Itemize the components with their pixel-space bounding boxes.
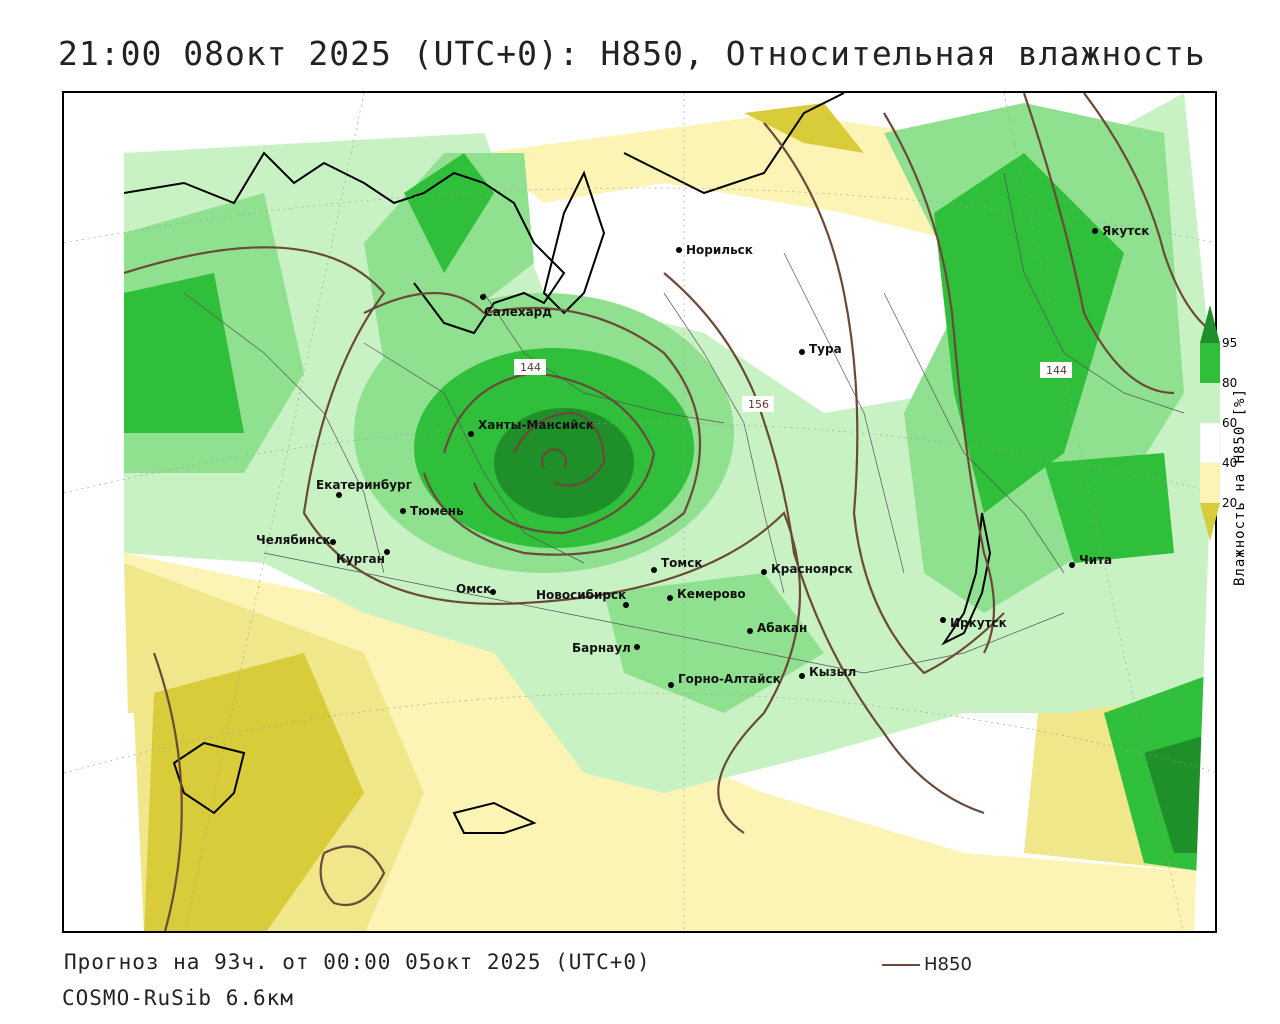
svg-text:Абакан: Абакан (757, 621, 807, 635)
wet-region-west (124, 273, 244, 433)
h850-isolines (123, 93, 1215, 931)
city-gorno-altaysk[interactable]: Горно-Алтайск (668, 672, 781, 688)
admin-boundaries (183, 172, 1185, 674)
isoline-label-box-3 (1040, 362, 1072, 378)
outside-domain-right (1184, 93, 1215, 931)
city-khanty-mansiysk[interactable]: Ханты-Мансийск (468, 418, 594, 437)
colorbar-band-20-40 (1200, 463, 1220, 503)
coastline-taimyr (623, 93, 845, 195)
colorbar-svg (1199, 305, 1221, 541)
outside-domain-left (64, 93, 124, 713)
svg-text:Якутск: Якутск (1102, 224, 1149, 238)
svg-text:Норильск: Норильск (686, 243, 753, 257)
svg-text:Новосибирск: Новосибирск (536, 588, 626, 602)
city-krasnoyarsk[interactable]: Красноярск (761, 562, 853, 576)
city-salekhard[interactable]: Салехард (480, 294, 552, 319)
wet-region-chita (1044, 453, 1174, 563)
svg-text:Ханты-Мансийск: Ханты-Мансийск (478, 418, 594, 432)
city-chita[interactable]: Чита (1069, 553, 1112, 568)
city-tomsk[interactable]: Томск (651, 556, 703, 573)
svg-text:Томск: Томск (661, 556, 703, 570)
isoline-label-144-west: 144 (520, 361, 541, 374)
colorbar-band-60-80 (1200, 383, 1220, 423)
city-chelyabinsk[interactable]: Челябинск (256, 533, 336, 547)
city-kurgan[interactable]: Курган (336, 549, 390, 566)
city-novosibirsk[interactable]: Новосибирск (536, 588, 629, 608)
city-tyumen[interactable]: Тюмень (400, 504, 464, 518)
svg-text:Кызыл: Кызыл (809, 665, 856, 679)
isoline-label-156: 156 (748, 398, 769, 411)
colorbar-arrow-bottom (1200, 503, 1220, 541)
isoline-label-144-east: 144 (1046, 364, 1067, 377)
colorbar-band-40-60 (1199, 422, 1221, 464)
svg-text:Салехард: Салехард (484, 305, 552, 319)
wet-region-ural (404, 153, 494, 273)
map-title: 21:00 08окт 2025 (UTC+0): H850, Относите… (58, 34, 1206, 73)
svg-text:Тюмень: Тюмень (410, 504, 464, 518)
coastline-kara (123, 151, 566, 335)
city-barnaul[interactable]: Барнаул (572, 641, 640, 655)
isoline-label-box-2 (742, 396, 774, 412)
svg-text:Екатеринбург: Екатеринбург (316, 478, 412, 492)
city-kemerovo[interactable]: Кемерово (667, 587, 746, 601)
city-norilsk[interactable]: Норильск (676, 243, 753, 257)
lake-south (452, 801, 537, 834)
svg-text:Курган: Курган (336, 552, 385, 566)
colorbar-label: Влажность на H850 [%] (1232, 387, 1248, 586)
city-yekaterinburg[interactable]: Екатеринбург (316, 478, 412, 498)
humidity-colorbar (1199, 305, 1221, 545)
very-dry-region-north (744, 103, 864, 153)
svg-text:Красноярск: Красноярск (771, 562, 853, 576)
lake-balkhash-area (172, 741, 246, 815)
city-yakutsk[interactable]: Якутск (1092, 224, 1149, 238)
h850-legend-line (882, 964, 920, 966)
colorbar-tick-80: 80 (1222, 376, 1238, 390)
outside-domain-bottomleft (64, 713, 144, 931)
colorbar-arrow-top (1200, 305, 1220, 343)
isoline-label-box-1 (514, 359, 546, 375)
city-tura[interactable]: Тура (799, 342, 842, 356)
colorbar-tick-95: 95 (1222, 336, 1238, 350)
city-kyzyl[interactable]: Кызыл (799, 665, 856, 679)
model-name: COSMO-RuSib 6.6км (62, 986, 294, 1010)
city-abakan[interactable]: Абакан (747, 621, 807, 635)
lake-baikal (941, 512, 992, 646)
very-dry-region (144, 653, 364, 931)
svg-text:Барнаул: Барнаул (572, 641, 631, 655)
cities: Норильск Якутск Салехард Тура Ханты-Манс… (256, 224, 1149, 688)
h850-legend-label: H850 (924, 954, 972, 975)
map-canvas: 144 156 144 Норильск Якутск Салехард Тур… (64, 93, 1215, 931)
colorbar-band-80-95 (1200, 343, 1220, 383)
city-omsk[interactable]: Омск (456, 582, 496, 596)
colorbar-tick-40: 40 (1222, 456, 1238, 470)
map-panel[interactable]: 144 156 144 Норильск Якутск Салехард Тур… (62, 91, 1217, 933)
coastline-yamal (542, 170, 606, 315)
very-wet-region-southeast (1144, 733, 1214, 853)
svg-text:Чита: Чита (1079, 553, 1112, 567)
svg-text:Горно-Алтайск: Горно-Алтайск (678, 672, 781, 686)
svg-text:Омск: Омск (456, 582, 491, 596)
forecast-info: Прогноз на 93ч. от 00:00 05окт 2025 (UTC… (64, 950, 651, 974)
svg-text:Кемерово: Кемерово (677, 587, 746, 601)
svg-text:Иркутск: Иркутск (950, 616, 1007, 630)
svg-text:Челябинск: Челябинск (256, 533, 331, 547)
isoline-labels: 144 156 144 (514, 359, 1072, 412)
colorbar-tick-60: 60 (1222, 416, 1238, 430)
colorbar-tick-20: 20 (1222, 496, 1238, 510)
svg-text:Тура: Тура (809, 342, 842, 356)
city-irkutsk[interactable]: Иркутск (940, 616, 1007, 630)
wet-region-east (934, 153, 1124, 513)
